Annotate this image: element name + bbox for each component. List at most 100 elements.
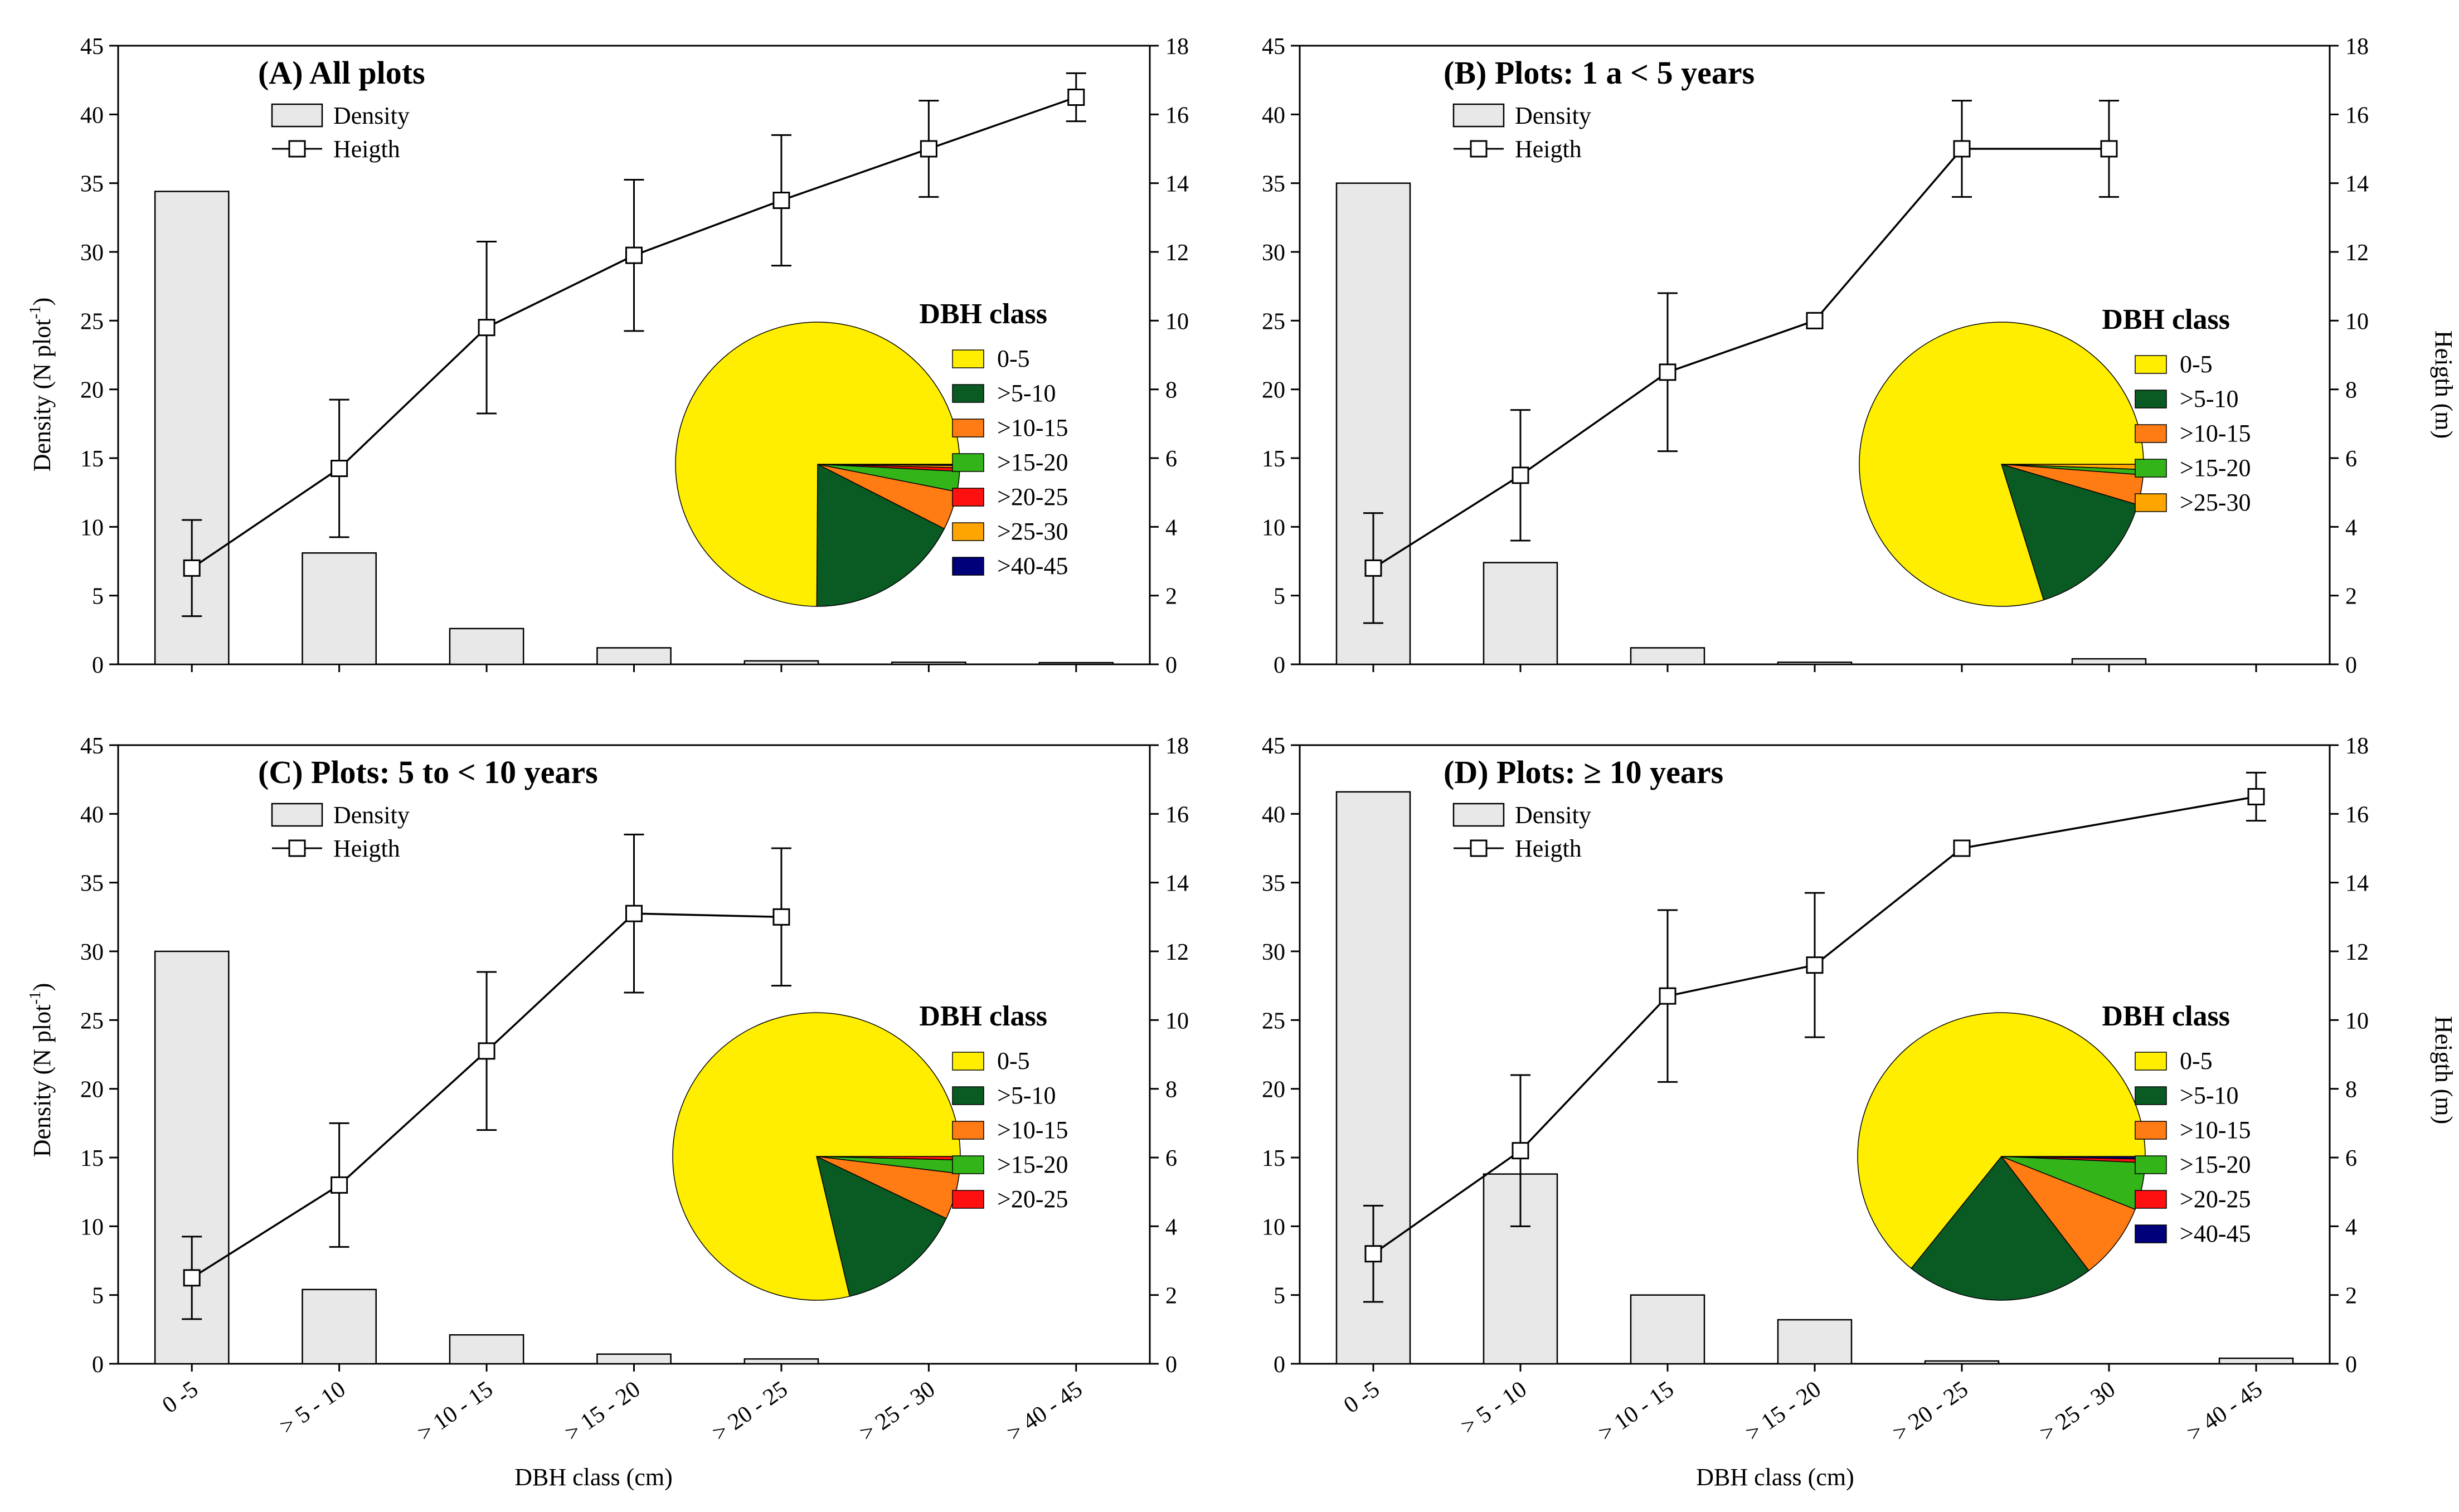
pie-legend-swatch <box>952 384 984 403</box>
panel-title: (B) Plots: 1 a < 5 years <box>1444 55 1755 91</box>
left-tick-label: 40 <box>80 802 104 828</box>
right-tick-label: 10 <box>1165 309 1189 334</box>
height-point <box>1953 839 1971 857</box>
right-tick-label: 14 <box>2345 871 2369 897</box>
right-tick-label: 8 <box>2345 378 2357 403</box>
density-bar <box>302 552 377 665</box>
density-bar <box>1777 1319 1853 1365</box>
right-tick-label: 6 <box>1165 446 1177 472</box>
pie-legend-title: DBH class <box>2102 1000 2230 1032</box>
left-tick-label: 0 <box>1274 1352 1285 1378</box>
pie-slice-5-10 <box>1911 1155 2089 1301</box>
right-tick-label: 18 <box>1165 34 1189 60</box>
legend-density-label: Density <box>333 102 410 129</box>
pie-legend-swatch <box>952 557 984 576</box>
pie-legend-label: >5-10 <box>2180 1082 2238 1109</box>
pie-legend-title: DBH class <box>919 1000 1047 1032</box>
pie-slice-0-5 <box>1857 1012 2146 1269</box>
pie-legend-label: >20-25 <box>2180 1185 2251 1213</box>
pie-legend-swatch <box>2135 1086 2167 1105</box>
pie-legend-swatch <box>2135 424 2167 443</box>
legend-density-swatch <box>271 803 323 827</box>
height-point <box>1067 89 1085 106</box>
left-tick-label: 45 <box>80 34 104 60</box>
legend-density-label: Density <box>1515 102 1591 129</box>
left-tick-label: 10 <box>80 1214 104 1240</box>
height-point <box>2100 140 2118 158</box>
pie-legend-label: >15-20 <box>997 1151 1068 1178</box>
pie-legend-label: >20-25 <box>997 1185 1068 1213</box>
right-tick-label: 16 <box>2345 103 2369 128</box>
height-line <box>1373 148 2109 569</box>
right-tick-label: 0 <box>1165 653 1177 678</box>
left-tick-label: 5 <box>92 1284 104 1309</box>
left-tick-label: 0 <box>1274 653 1285 678</box>
pie-slice-5-10 <box>816 463 945 607</box>
right-tick-label: 6 <box>2345 1146 2357 1171</box>
legend-density-label: Density <box>1515 801 1591 829</box>
pie-legend-swatch <box>2135 459 2167 478</box>
height-point <box>331 1176 348 1194</box>
left-tick-label: 25 <box>1262 1008 1285 1034</box>
right-tick-label: 4 <box>1165 1214 1177 1240</box>
x-axis-label-left: DBH class (cm) <box>514 1464 673 1491</box>
pie-legend-label: >25-30 <box>997 518 1068 545</box>
pie-legend-label: >5-10 <box>997 1082 1056 1109</box>
pie-legend-swatch <box>952 488 984 507</box>
pie-legend-swatch <box>952 1052 984 1071</box>
left-tick-label: 45 <box>80 733 104 759</box>
left-tick-label: 45 <box>1262 34 1285 60</box>
right-tick-label: 0 <box>2345 1352 2357 1378</box>
panel-a: 0 5 10 15 20 25 30 35 40 45 0 2 4 6 8 10 12 14 16 18 (A) All… <box>80 34 1189 678</box>
right-tick-label: 2 <box>2345 1284 2357 1309</box>
right-tick-label: 12 <box>1165 940 1189 965</box>
left-tick-label: 5 <box>1274 1284 1285 1309</box>
density-bar <box>449 1334 524 1365</box>
right-tick-label: 12 <box>1165 240 1189 266</box>
pie-slice-0-5 <box>672 1012 961 1301</box>
pie-legend-title: DBH class <box>2102 304 2230 336</box>
legend-height-label: Heigth <box>1515 135 1582 163</box>
left-tick-label: 20 <box>80 1077 104 1103</box>
height-point <box>1364 559 1382 577</box>
pie-legend-swatch <box>952 1190 984 1209</box>
y-right-axis-label-top: Heigth (m) <box>2430 330 2457 439</box>
pie-legend-label: 0-5 <box>2180 351 2213 378</box>
pie-legend-swatch <box>2135 390 2167 409</box>
right-tick-label: 2 <box>2345 584 2357 610</box>
panel-title: (D) Plots: ≥ 10 years <box>1444 754 1723 790</box>
left-tick-label: 15 <box>80 446 104 472</box>
pie-legend-swatch <box>2135 493 2167 512</box>
pie-legend-swatch <box>952 522 984 541</box>
panel-title: (A) All plots <box>258 55 425 91</box>
pie-slice-0-5 <box>1859 322 2144 607</box>
right-tick-label: 8 <box>1165 1077 1177 1103</box>
right-tick-label: 18 <box>1165 733 1189 759</box>
pie-legend-label: >10-15 <box>2180 420 2251 447</box>
height-point <box>1806 312 1824 329</box>
pie-legend-swatch <box>952 349 984 368</box>
height-point <box>772 908 790 926</box>
left-tick-label: 35 <box>1262 172 1285 197</box>
pie-legend-label: 0-5 <box>2180 1047 2213 1075</box>
right-tick-label: 10 <box>2345 1008 2369 1034</box>
height-point <box>183 559 201 577</box>
left-tick-label: 25 <box>80 309 104 334</box>
pie-legend-swatch <box>2135 1052 2167 1071</box>
height-point <box>1659 363 1676 381</box>
density-bar <box>2218 1357 2294 1365</box>
right-tick-label: 4 <box>2345 515 2357 541</box>
pie-legend-label: 0-5 <box>997 345 1030 372</box>
height-point <box>478 1042 495 1060</box>
legend-height-label: Heigth <box>333 835 400 862</box>
pie-legend-label: >10-15 <box>2180 1116 2251 1144</box>
left-tick-label: 0 <box>92 1352 104 1378</box>
left-tick-label: 20 <box>1262 378 1285 403</box>
density-bar <box>1630 647 1705 665</box>
height-point <box>772 192 790 209</box>
pie-legend-swatch <box>952 453 984 472</box>
height-point <box>1364 1245 1382 1263</box>
left-tick-label: 35 <box>80 172 104 197</box>
density-bar <box>449 628 524 665</box>
right-tick-label: 0 <box>2345 653 2357 678</box>
